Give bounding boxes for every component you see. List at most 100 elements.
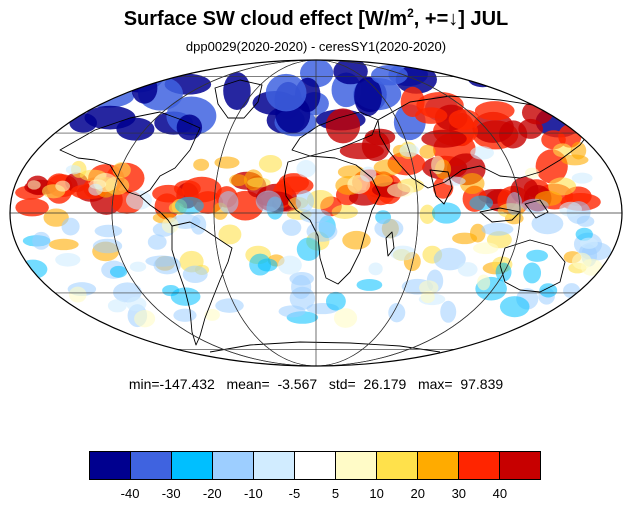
colorbar-tick-label: 40: [492, 486, 508, 501]
colorbar: [89, 451, 541, 480]
field-blob: [523, 262, 542, 284]
field-blob: [371, 65, 408, 86]
colorbar-swatch: [418, 452, 459, 479]
graticule: [10, 60, 622, 366]
field-blob: [387, 183, 414, 198]
field-blob: [125, 190, 153, 210]
map-title: Surface SW cloud effect [W/m2, +=↓] JUL: [123, 6, 509, 30]
colorbar-swatch: [254, 452, 295, 479]
field-blob: [84, 105, 136, 130]
longitude-line: [213, 60, 419, 366]
coastlines: [59, 79, 591, 353]
field-blob: [278, 255, 302, 275]
field-blob: [448, 109, 480, 130]
field-blob: [469, 195, 494, 211]
field-blob: [526, 249, 548, 262]
field-blob: [539, 283, 558, 298]
field-blob: [176, 114, 203, 141]
field-blob: [535, 149, 568, 184]
field-blob: [580, 258, 603, 276]
field-blob: [354, 76, 382, 117]
field-blob: [94, 224, 123, 238]
field-blob: [339, 142, 384, 160]
field-blob: [289, 286, 316, 311]
field-blob: [481, 222, 514, 236]
field-blob: [112, 162, 131, 179]
field-blob: [170, 287, 201, 306]
field-blob: [555, 75, 594, 104]
colorbar-tick-label: -10: [243, 486, 263, 501]
field-blob: [97, 73, 136, 94]
field-blob: [15, 198, 49, 217]
statistics-line: min=-147.432 mean= -3.567 std= 26.179 ma…: [128, 376, 504, 392]
colorbar-swatch: [172, 452, 213, 479]
field-blob: [107, 299, 127, 313]
field-blob: [571, 172, 593, 184]
field-blob: [181, 176, 222, 203]
field-blob: [431, 155, 445, 175]
field-blob: [442, 176, 466, 186]
colorbar-tick-label: -30: [161, 486, 181, 501]
field-blob: [249, 253, 272, 276]
field-blob: [161, 217, 179, 234]
field-blob: [174, 196, 204, 215]
field-blob: [356, 279, 383, 291]
colorbar-swatch: [500, 452, 540, 479]
field-blob: [134, 310, 156, 328]
field-blob: [499, 296, 530, 318]
field-blob: [421, 129, 467, 148]
colorbar-swatch: [377, 452, 418, 479]
field-blob: [575, 227, 593, 241]
colorbar-tick-label: 30: [451, 486, 467, 501]
field-blob: [214, 156, 240, 169]
field-blob: [289, 271, 314, 286]
field-blob: [325, 108, 361, 144]
field-blob: [18, 259, 48, 279]
colorbar-swatch: [131, 452, 172, 479]
field-blob: [258, 154, 283, 173]
field-blob: [61, 217, 80, 236]
field-blob: [55, 180, 71, 192]
longitude-line: [111, 60, 521, 366]
field-blob: [415, 107, 448, 124]
map-subtitle: dpp0029(2020-2020) - ceresSY1(2020-2020): [185, 39, 447, 54]
field-blob: [109, 265, 128, 278]
field-blob: [440, 300, 457, 323]
field-blob: [296, 237, 321, 261]
field-blob: [473, 242, 499, 255]
field-blob: [295, 190, 315, 213]
field-blob: [419, 280, 439, 295]
colorbar-tick-label: 10: [369, 486, 384, 501]
field-blob: [81, 85, 134, 108]
field-blob: [531, 213, 564, 235]
field-blob: [457, 262, 478, 277]
field-blob: [371, 174, 393, 187]
globe-outline: [9, 59, 623, 367]
field-blob: [145, 255, 179, 267]
field-blob: [373, 159, 403, 176]
field-blob: [92, 238, 123, 254]
field-blob: [69, 113, 98, 133]
field-blob: [374, 218, 404, 239]
field-blob: [474, 101, 515, 121]
colorbar-swatch: [213, 452, 254, 479]
colorbar-swatch: [459, 452, 500, 479]
field-blob: [247, 177, 271, 188]
field-blob: [506, 192, 523, 216]
field-blob: [55, 252, 81, 267]
field-blob: [561, 154, 589, 166]
field-blob: [420, 290, 435, 304]
field-blob: [147, 234, 167, 250]
field-blob: [359, 166, 377, 182]
field-blob: [548, 177, 577, 196]
colorbar-swatch: [90, 452, 131, 479]
field-blob: [389, 245, 416, 261]
field-blob: [342, 230, 371, 250]
field-blob: [552, 143, 573, 158]
field-blob: [65, 164, 82, 175]
field-blob: [459, 172, 485, 195]
field-blob: [470, 146, 494, 160]
field-blob: [296, 160, 316, 178]
field-blob: [388, 303, 406, 323]
